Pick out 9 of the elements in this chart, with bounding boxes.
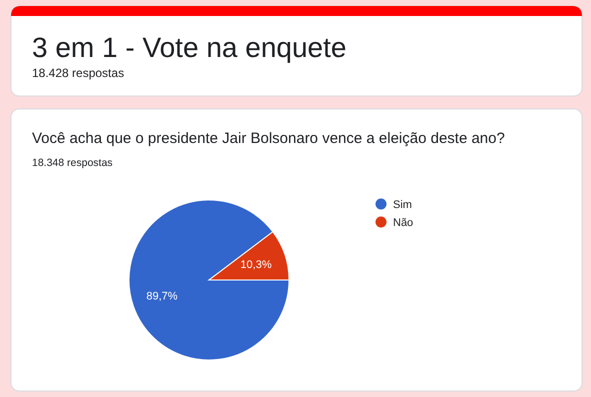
text: 18.428 respostas xyxy=(32,66,124,80)
legend-label: Não xyxy=(393,216,414,229)
data-label: 89,7% xyxy=(146,290,178,303)
text: 3 em 1 - Vote na enquete xyxy=(32,32,346,63)
chart-subtitle: 18.348 respostas xyxy=(32,157,113,169)
data-label: 10,3% xyxy=(240,259,272,272)
chart-title: Você acha que o presidente Jair Bolsonaro vence a eleição deste ano? xyxy=(32,130,505,147)
legend-label: Sim xyxy=(393,198,412,211)
pie-slice xyxy=(128,200,290,360)
